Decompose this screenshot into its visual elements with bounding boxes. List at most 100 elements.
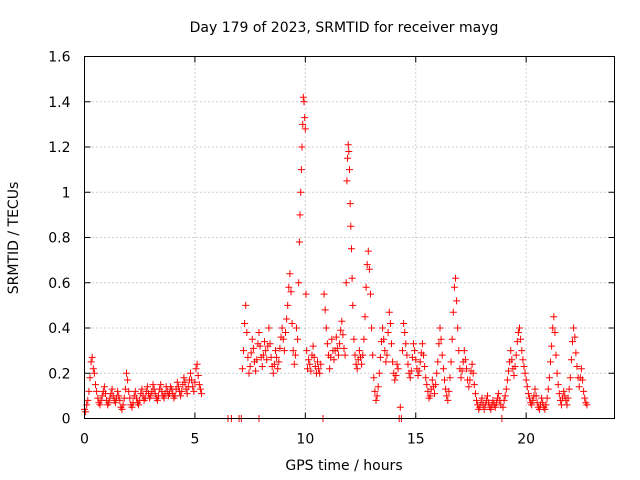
data-point — [265, 324, 273, 332]
data-point — [439, 365, 447, 373]
data-point — [286, 270, 294, 278]
data-point — [195, 381, 203, 389]
data-point — [191, 378, 199, 386]
data-point — [249, 344, 257, 352]
data-point — [291, 351, 299, 359]
data-point — [298, 143, 306, 151]
data-point — [105, 399, 113, 407]
data-point — [240, 347, 247, 355]
data-point — [454, 324, 462, 332]
data-point — [478, 394, 486, 402]
data-point — [388, 340, 395, 348]
data-point — [528, 401, 536, 409]
data-point — [307, 367, 315, 375]
data-point — [263, 356, 271, 364]
data-point — [326, 365, 334, 373]
data-point — [414, 372, 422, 379]
data-point — [272, 347, 279, 355]
data-point — [340, 344, 348, 352]
data-point — [532, 392, 540, 400]
data-point — [529, 396, 537, 404]
data-point — [316, 369, 324, 377]
data-point — [157, 381, 165, 389]
data-point — [181, 378, 189, 386]
data-point — [183, 390, 191, 398]
data-point — [402, 340, 410, 348]
data-point — [499, 403, 507, 411]
y-tick-label: 1.2 — [48, 140, 70, 156]
data-point — [111, 399, 119, 407]
x-tick-label: 5 — [190, 432, 199, 448]
data-point — [367, 290, 374, 298]
data-point — [411, 347, 419, 355]
data-point — [284, 301, 292, 309]
data-point — [118, 405, 126, 413]
data-point — [501, 392, 509, 400]
data-point — [125, 387, 133, 395]
data-point — [275, 358, 283, 366]
data-point — [279, 335, 287, 343]
data-point — [246, 363, 254, 370]
data-point — [560, 387, 568, 395]
data-point — [421, 363, 429, 370]
data-point — [423, 381, 431, 389]
data-point — [341, 351, 349, 359]
data-point — [531, 385, 539, 393]
data-point — [261, 338, 268, 346]
x-tick-label: 10 — [296, 432, 314, 448]
data-point — [450, 283, 458, 291]
data-point — [255, 329, 263, 336]
data-point — [449, 308, 457, 316]
data-point — [565, 385, 573, 393]
data-point — [389, 358, 397, 366]
y-tick-label: 0.2 — [48, 366, 70, 382]
data-point — [563, 401, 571, 409]
data-point — [252, 367, 260, 375]
data-point — [299, 93, 307, 101]
data-point — [466, 376, 474, 384]
data-point — [108, 385, 116, 393]
data-point — [365, 265, 373, 273]
data-point — [553, 369, 561, 377]
data-point — [369, 351, 377, 359]
data-point — [502, 385, 510, 393]
data-point — [399, 347, 406, 355]
grid-layer — [84, 56, 615, 419]
data-point — [407, 367, 415, 375]
data-point — [471, 390, 479, 398]
data-point — [520, 363, 528, 370]
data-point — [309, 342, 317, 350]
data-point — [444, 396, 452, 404]
data-point — [348, 274, 356, 282]
x-axis-label: GPS time / hours — [285, 458, 402, 474]
data-point — [383, 351, 391, 359]
x-tick-label: 0 — [80, 432, 89, 448]
data-point — [374, 383, 382, 391]
data-point — [114, 387, 122, 395]
data-point — [297, 166, 305, 174]
data-point — [547, 358, 554, 366]
data-marks — [81, 93, 591, 422]
data-point — [458, 367, 466, 375]
data-point — [381, 347, 389, 355]
data-point — [346, 200, 354, 208]
data-point — [238, 365, 246, 373]
data-point — [342, 279, 350, 287]
data-point — [115, 392, 123, 400]
plot-frame — [84, 56, 615, 419]
data-point — [379, 324, 387, 332]
data-point — [521, 369, 529, 377]
data-point — [572, 349, 580, 357]
data-point — [85, 387, 93, 395]
data-point — [143, 383, 151, 391]
data-point — [507, 347, 515, 355]
data-point — [422, 374, 430, 382]
data-point — [571, 333, 579, 341]
data-point — [511, 363, 519, 370]
data-point — [123, 369, 130, 377]
data-point — [446, 374, 454, 382]
data-point — [384, 329, 392, 336]
data-point — [368, 324, 376, 332]
data-point — [435, 340, 443, 348]
data-point — [370, 374, 378, 382]
